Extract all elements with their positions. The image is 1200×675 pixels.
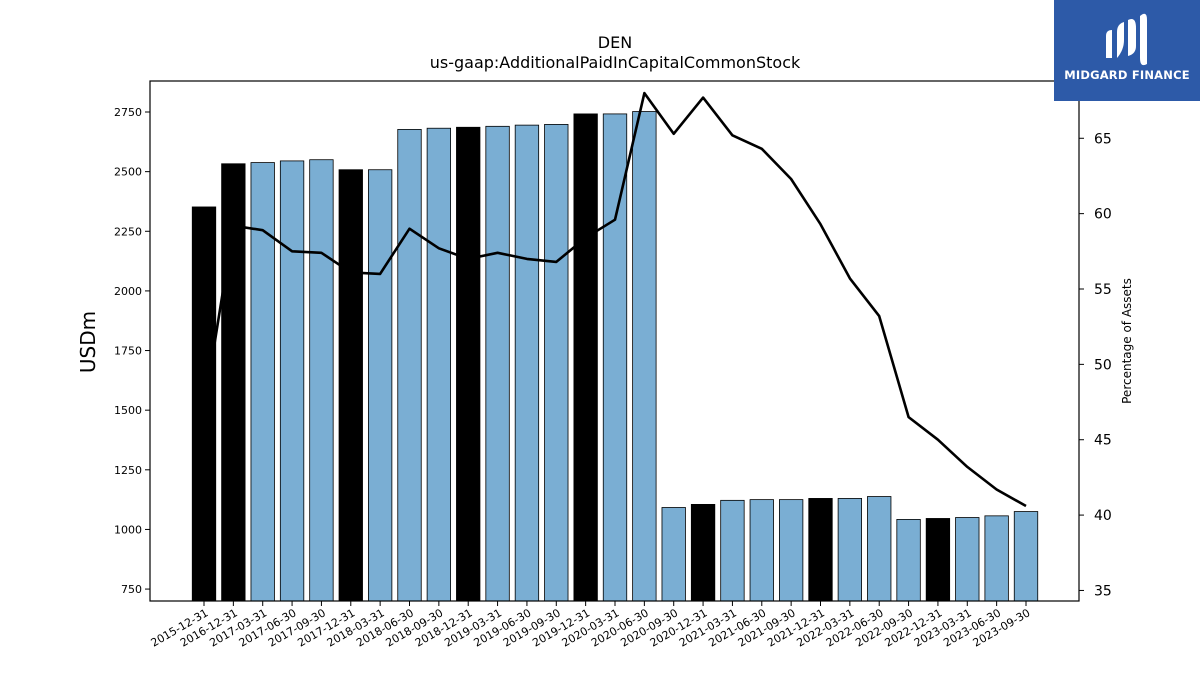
- y2-tick-label: 40: [1094, 508, 1112, 524]
- bar: [309, 159, 334, 602]
- bar: [544, 124, 569, 602]
- y-tick-label: 1750: [114, 345, 142, 358]
- bar: [779, 499, 804, 602]
- bar: [867, 496, 892, 602]
- bar: [661, 507, 686, 602]
- y2-tick-label: 55: [1094, 282, 1112, 298]
- y-tick-label: 2250: [114, 225, 142, 238]
- percentage-line: [202, 91, 1027, 508]
- y2-axis-label: Percentage of Assets: [1120, 278, 1134, 404]
- y2-tick-label: 65: [1094, 131, 1112, 147]
- y-tick-label: 2750: [114, 106, 142, 119]
- bar: [573, 113, 598, 602]
- bar: [632, 111, 657, 602]
- bar: [1013, 511, 1039, 602]
- midgard-logo-icon: [1106, 13, 1147, 66]
- y-tick-label: 2500: [114, 166, 142, 179]
- bar: [426, 127, 452, 602]
- bar: [837, 498, 862, 602]
- bar: [279, 160, 305, 602]
- bar: [690, 503, 716, 602]
- y-tick-label: 1500: [114, 404, 142, 417]
- y2-tick-label: 45: [1094, 433, 1112, 449]
- bar: [367, 169, 393, 602]
- y2-tick-label: 60: [1094, 207, 1112, 223]
- bar: [925, 518, 951, 602]
- y2-tick-label: 35: [1094, 583, 1112, 599]
- y-tick-label: 1250: [114, 464, 142, 477]
- chart-title: DEN: [598, 33, 632, 52]
- y2-tick-label: 50: [1094, 357, 1112, 373]
- bar: [397, 129, 422, 602]
- bar: [514, 124, 540, 602]
- bar: [896, 519, 921, 602]
- logo-text: MIDGARD FINANCE: [1064, 68, 1190, 82]
- plot-frame: [149, 80, 1080, 602]
- bar: [485, 125, 510, 602]
- plot-area: 750 1000 1250 1500 1750 2000 2250 2500 2750 35 40 4…: [114, 91, 1112, 650]
- y-axis-label: USDm: [76, 311, 100, 373]
- bar: [720, 499, 745, 602]
- chart-subtitle: us-gaap:AdditionalPaidInCapitalCommonSto…: [430, 53, 801, 72]
- y-tick-label: 2000: [114, 285, 142, 298]
- midgard-finance-logo: MIDGARD FINANCE: [1054, 0, 1200, 101]
- bar: [749, 499, 774, 602]
- bar: [955, 517, 980, 602]
- y-tick-label: 1000: [114, 523, 142, 536]
- bar: [456, 126, 481, 602]
- bar: [808, 498, 833, 602]
- bar: [984, 515, 1009, 602]
- y-tick-label: 750: [121, 583, 142, 596]
- bar: [338, 169, 363, 602]
